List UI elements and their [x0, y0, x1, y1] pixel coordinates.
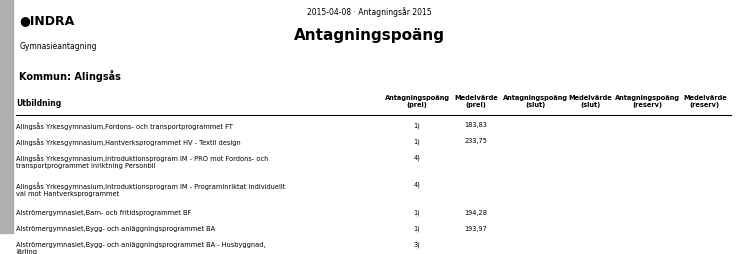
Text: 194,28: 194,28 [464, 210, 488, 216]
Text: Alströmergymnasiet,Bygg- och anläggningsprogrammet BA: Alströmergymnasiet,Bygg- och anläggnings… [16, 226, 215, 232]
Text: Antagningspoäng
(prel): Antagningspoäng (prel) [384, 95, 449, 108]
Text: Alströmergymnasiet,Barn- och fritidsprogrammet BF: Alströmergymnasiet,Barn- och fritidsprog… [16, 210, 191, 216]
Text: Antagningspoäng
(slut): Antagningspoäng (slut) [503, 95, 568, 108]
Text: Medelvärde
(slut): Medelvärde (slut) [568, 95, 613, 108]
Text: 183,83: 183,83 [465, 122, 487, 128]
Text: 2015-04-08 · Antagningsår 2015: 2015-04-08 · Antagningsår 2015 [307, 7, 431, 17]
Bar [0, 0, 13, 233]
Text: Gymnasieantagning: Gymnasieantagning [19, 42, 97, 51]
Text: 1): 1) [413, 210, 421, 216]
Text: 1): 1) [413, 138, 421, 145]
Text: 1): 1) [413, 122, 421, 129]
Text: 193,97: 193,97 [465, 226, 487, 232]
Text: 4): 4) [413, 182, 421, 188]
Text: Utbildning: Utbildning [16, 99, 61, 108]
Text: Medelvärde
(reserv): Medelvärde (reserv) [683, 95, 727, 108]
Text: Alingsås Yrkesgymnasium,Introduktionsprogram IM - PRO mot Fordons- och
transport: Alingsås Yrkesgymnasium,Introduktionspro… [16, 154, 269, 169]
Text: 1): 1) [413, 226, 421, 232]
Text: 3): 3) [413, 242, 421, 248]
Text: ●INDRA: ●INDRA [19, 14, 75, 27]
Text: Alingsås Yrkesgymnasium,Hantverksprogrammet HV - Textil design: Alingsås Yrkesgymnasium,Hantverksprogram… [16, 138, 241, 146]
Text: Medelvärde
(prel): Medelvärde (prel) [454, 95, 498, 108]
Text: 233,75: 233,75 [464, 138, 488, 144]
Text: Antagningspoäng
(reserv): Antagningspoäng (reserv) [615, 95, 680, 108]
Text: Alingsås Yrkesgymnasium,Fordons- och transportprogrammet FT: Alingsås Yrkesgymnasium,Fordons- och tra… [16, 122, 233, 130]
Text: Antagningspoäng: Antagningspoäng [294, 28, 444, 43]
Text: Alingsås Yrkesgymnasium,Introduktionsprogram IM - Programinriktat individuellt
v: Alingsås Yrkesgymnasium,Introduktionspro… [16, 182, 286, 197]
Text: 4): 4) [413, 154, 421, 161]
Text: Kommun: Alingsås: Kommun: Alingsås [19, 70, 121, 82]
Text: Alströmergymnasiet,Bygg- och anläggningsprogrammet BA - Husbyggnad,
lärling: Alströmergymnasiet,Bygg- och anläggnings… [16, 242, 266, 254]
